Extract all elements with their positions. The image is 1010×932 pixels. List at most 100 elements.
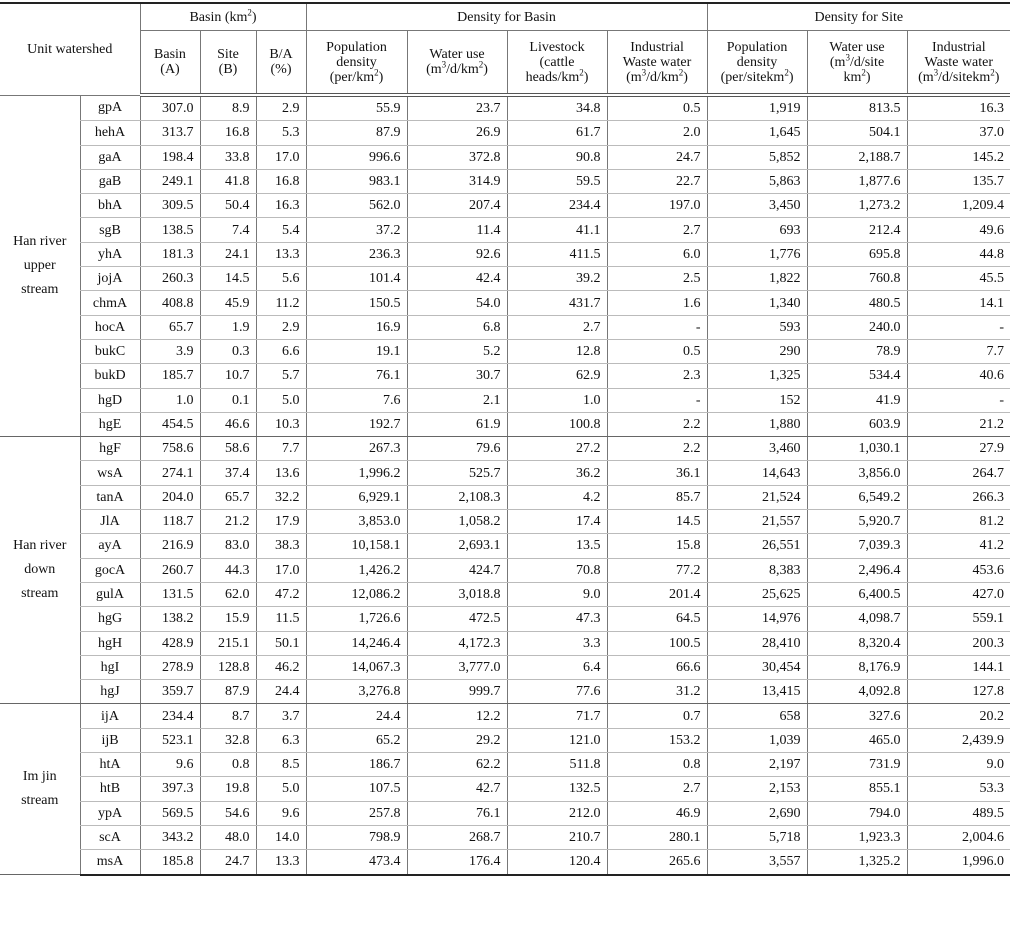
table-cell: 24.4 (305, 703, 408, 729)
table-cell: 6.3 (255, 728, 307, 754)
table-cell: 453.6 (906, 558, 1010, 583)
table-cell: 120.4 (506, 849, 608, 876)
table-cell: 695.8 (806, 242, 908, 268)
col-pop-density-basin: Population density (per/km2) (305, 30, 408, 97)
table-cell: 121.0 (506, 728, 608, 754)
table-cell: 1,426.2 (305, 558, 408, 583)
table-row: ijB 523.1 32.8 6.3 65.2 29.2 121.0 153.2 1,039 46… (0, 728, 1010, 754)
table-cell: 372.8 (406, 145, 508, 170)
watershed-name: hgJ (79, 679, 140, 705)
table-cell: 39.2 (506, 266, 608, 292)
table-cell: 90.8 (506, 145, 608, 170)
table-cell: 1,039 (706, 728, 808, 754)
table-cell: 314.9 (406, 169, 508, 195)
table-cell: 260.3 (139, 266, 200, 292)
table-cell: 0.5 (606, 339, 708, 365)
col-basin-a: Basin (A) (139, 30, 200, 97)
watershed-name: bukD (79, 363, 140, 389)
table-cell: 66.6 (606, 655, 708, 681)
table-cell: 36.1 (606, 460, 708, 486)
table-cell: 197.0 (606, 193, 708, 219)
table-cell: 1,726.6 (305, 606, 408, 632)
table-row: hehA 313.7 16.8 5.3 87.9 26.9 61.7 2.0 1,645 504.… (0, 120, 1010, 146)
density-site-group-header: Density for Site (706, 2, 1010, 31)
table-cell: 1.0 (506, 388, 608, 413)
table-cell: 2,153 (706, 776, 808, 802)
table-cell: 12.8 (506, 339, 608, 365)
group-label: Im jin stream (0, 703, 80, 875)
table-cell: 26,551 (706, 533, 808, 559)
table-cell: 128.8 (199, 655, 256, 681)
table-cell: 465.0 (806, 728, 908, 754)
table-cell: 101.4 (305, 266, 408, 292)
table-cell: 138.5 (139, 217, 200, 243)
table-cell: 37.2 (305, 217, 408, 243)
table-cell: 78.9 (806, 339, 908, 365)
table-cell: 145.2 (906, 145, 1010, 170)
table-row: hgE 454.5 46.6 10.3 192.7 61.9 100.8 2.2 1,880 60… (0, 412, 1010, 438)
table-cell: 70.8 (506, 558, 608, 583)
table-cell: 24.7 (199, 849, 256, 876)
watershed-name: bukC (79, 339, 140, 365)
table-cell: 0.8 (606, 752, 708, 778)
watershed-name: msA (79, 849, 140, 876)
table-cell: 1,996.2 (305, 460, 408, 486)
table-cell: 534.4 (806, 363, 908, 389)
table-cell: 64.5 (606, 606, 708, 632)
table-cell: 85.7 (606, 485, 708, 511)
table-cell: 41.2 (906, 533, 1010, 559)
table-cell: 19.1 (305, 339, 408, 365)
table-cell: 1,996.0 (906, 849, 1010, 876)
table-cell: 34.8 (506, 95, 608, 122)
table-cell: 46.6 (199, 412, 256, 438)
table-cell: 62.2 (406, 752, 508, 778)
table-cell: - (906, 315, 1010, 340)
table-cell: 267.3 (305, 436, 408, 462)
table-cell: 6,929.1 (305, 485, 408, 511)
table-cell: 855.1 (806, 776, 908, 802)
table-cell: 424.7 (406, 558, 508, 583)
table-cell: 2,004.6 (906, 825, 1010, 851)
watershed-name: htA (79, 752, 140, 778)
table-cell: 473.4 (305, 849, 408, 876)
table-cell: 212.0 (506, 801, 608, 826)
table-cell: 983.1 (305, 169, 408, 195)
table-cell: 153.2 (606, 728, 708, 754)
table-cell: 81.2 (906, 509, 1010, 535)
table-cell: 47.2 (255, 582, 307, 608)
table-cell: 13.3 (255, 242, 307, 268)
table-cell: 7.7 (255, 436, 307, 462)
table-row: hgH 428.9 215.1 50.1 14,246.4 4,172.3 3.3 100.5… (0, 631, 1010, 656)
table-cell: 693 (706, 217, 808, 243)
table-cell: 489.5 (906, 801, 1010, 826)
table-cell: 21.2 (199, 509, 256, 535)
table-cell: 37.4 (199, 460, 256, 486)
table-cell: 9.0 (506, 582, 608, 608)
table-cell: 309.5 (139, 193, 200, 219)
table-row: chmA 408.8 45.9 11.2 150.5 54.0 431.7 1.6 1,340 4… (0, 290, 1010, 316)
table-cell: 274.1 (139, 460, 200, 486)
table-row: msA 185.8 24.7 13.3 473.4 176.4 120.4 265.6 3,55… (0, 849, 1010, 876)
table-row: hgJ 359.7 87.9 24.4 3,276.8 999.7 77.6 31.2 13,4… (0, 679, 1010, 705)
table-cell: 185.8 (139, 849, 200, 876)
table-cell: 6.4 (506, 655, 608, 681)
table-row: hgG 138.2 15.9 11.5 1,726.6 472.5 47.3 64.5 14,9… (0, 606, 1010, 632)
table-cell: 7.4 (199, 217, 256, 243)
table-cell: 198.4 (139, 145, 200, 170)
table-cell: 13.6 (255, 460, 307, 486)
table-cell: 42.7 (406, 776, 508, 802)
col-industrial-site: Industrial Waste water (m3/d/sitekm2) (906, 30, 1010, 97)
table-cell: 10.3 (255, 412, 307, 438)
table-cell: 234.4 (506, 193, 608, 219)
table-row: gaB 249.1 41.8 16.8 983.1 314.9 59.5 22.7 5,863 1… (0, 169, 1010, 195)
table-cell: 7,039.3 (806, 533, 908, 559)
watershed-density-table: Unit watershed Basin (km2) Density for B… (0, 2, 1010, 876)
table-cell: 200.3 (906, 631, 1010, 656)
table-cell: 61.7 (506, 120, 608, 146)
table-cell: 6,549.2 (806, 485, 908, 511)
table-row: hgD 1.0 0.1 5.0 7.6 2.1 1.0-152 41.9- (0, 388, 1010, 413)
table-cell: 2.7 (606, 776, 708, 802)
watershed-name: gulA (79, 582, 140, 608)
table-cell: 431.7 (506, 290, 608, 316)
table-cell: 44.8 (906, 242, 1010, 268)
